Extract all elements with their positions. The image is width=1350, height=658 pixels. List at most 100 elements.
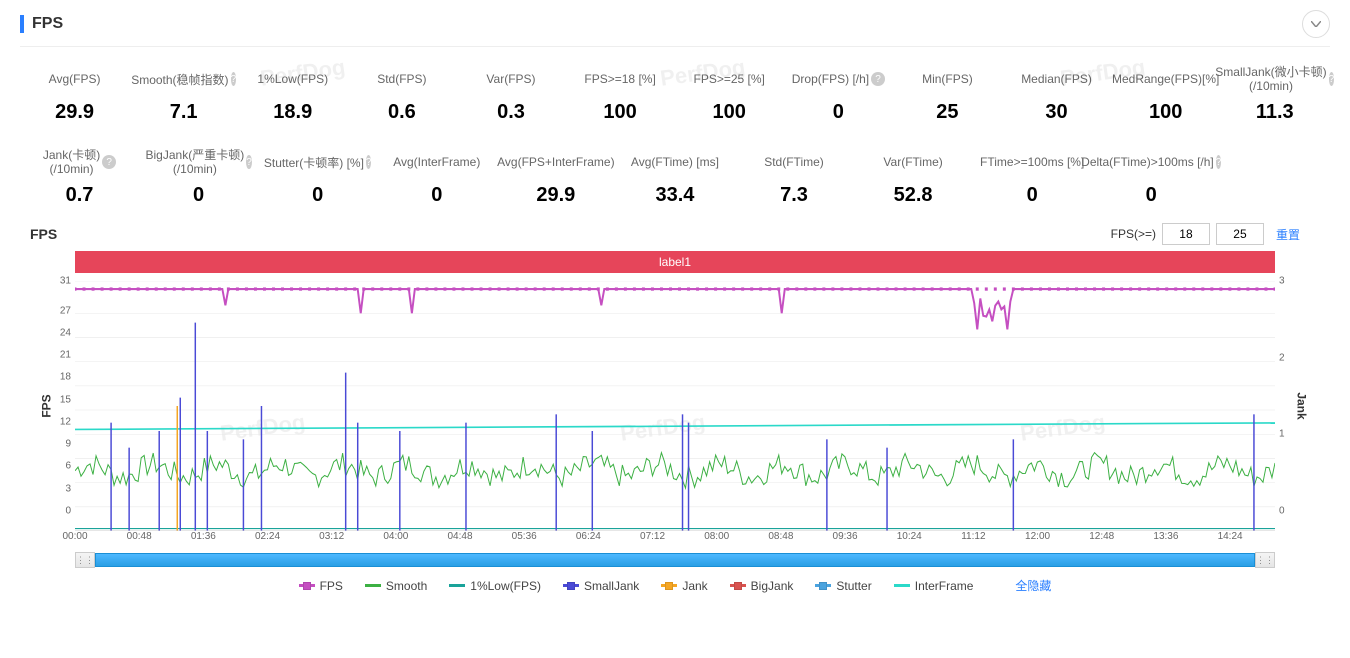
metric-value: 25: [901, 101, 994, 124]
metric-value: 7.3: [742, 184, 845, 207]
metric-value: 100: [574, 101, 667, 124]
metric-label: Std(FPS): [355, 63, 448, 95]
legend-label: FPS: [320, 579, 343, 593]
metric-value: 11.3: [1228, 101, 1321, 124]
metric-value: 0: [792, 101, 885, 124]
metric-value: 100: [1119, 101, 1212, 124]
help-icon[interactable]: ?: [871, 72, 885, 86]
metric-value: 0: [147, 184, 250, 207]
legend-item[interactable]: Stutter: [815, 579, 871, 593]
metric-value: 100: [683, 101, 776, 124]
legend-label: 1%Low(FPS): [470, 579, 541, 593]
y-ticks-left: 036912151821242731: [47, 281, 71, 511]
metric-cell: Avg(FTime) [ms]33.4: [615, 140, 734, 213]
y-tick-right: 2: [1279, 352, 1297, 363]
metric-cell: Std(FPS)0.6: [347, 57, 456, 130]
fps-threshold-input-2[interactable]: [1216, 223, 1264, 245]
metric-value: 30: [1010, 101, 1103, 124]
metric-value: 0.3: [464, 101, 557, 124]
metric-cell: Stutter(卡顿率) [%]? 0: [258, 140, 377, 213]
y-tick-left: 21: [47, 350, 71, 361]
y-tick-right: 0: [1279, 506, 1297, 517]
metric-cell: Smooth(稳帧指数)?7.1: [129, 57, 238, 130]
metric-label: BigJank(严重卡顿)(/10min)?: [147, 146, 250, 178]
scrollbar-grip-right[interactable]: ⋮⋮: [1255, 552, 1275, 568]
metric-cell: Var(FPS) 0.3: [456, 57, 565, 130]
metric-cell: FPS>=25 [%] 100: [675, 57, 784, 130]
metric-cell: Min(FPS)25: [893, 57, 1002, 130]
legend-item[interactable]: SmallJank: [563, 579, 639, 593]
y-tick-left: 15: [47, 394, 71, 405]
y-tick-left: 18: [47, 372, 71, 383]
legend-item[interactable]: BigJank: [730, 579, 794, 593]
metric-label: Median(FPS): [1010, 63, 1103, 95]
metric-cell: Drop(FPS) [/h]?0: [784, 57, 893, 130]
x-tick: 14:24: [1218, 531, 1243, 542]
help-icon[interactable]: ?: [1329, 72, 1335, 86]
legend-label: BigJank: [751, 579, 794, 593]
metric-label: Stutter(卡顿率) [%]?: [266, 146, 369, 178]
scrollbar-track[interactable]: [95, 553, 1255, 567]
y-tick-right: 1: [1279, 429, 1297, 440]
legend-label: Stutter: [836, 579, 871, 593]
legend-item[interactable]: InterFrame: [894, 579, 974, 593]
fps-threshold-controls: FPS(>=) 重置: [1111, 223, 1300, 245]
fps-threshold-input-1[interactable]: [1162, 223, 1210, 245]
metric-value: 29.9: [28, 101, 121, 124]
x-tick: 12:00: [1025, 531, 1050, 542]
help-icon[interactable]: ?: [1216, 155, 1222, 169]
y-tick-left: 9: [47, 439, 71, 450]
metric-value: 0: [1100, 184, 1203, 207]
help-icon[interactable]: ?: [102, 155, 116, 169]
metric-value: 29.9: [504, 184, 607, 207]
x-tick: 07:12: [640, 531, 665, 542]
chart-label-bar[interactable]: label1: [75, 251, 1275, 273]
x-tick: 00:00: [62, 531, 87, 542]
legend-item[interactable]: 1%Low(FPS): [449, 579, 541, 593]
metric-label: SmallJank(微小卡顿)(/10min)?: [1228, 63, 1321, 95]
reset-link[interactable]: 重置: [1276, 226, 1300, 243]
metric-label: FPS>=25 [%]: [683, 63, 776, 95]
legend-item[interactable]: FPS: [299, 579, 343, 593]
metric-value: 7.1: [137, 101, 230, 124]
metric-cell: Avg(FPS+InterFrame)29.9: [496, 140, 615, 213]
metric-cell: Var(FTime)52.8: [854, 140, 973, 213]
x-ticks: 00:0000:4801:3602:2403:1204:0004:4805:36…: [75, 531, 1275, 547]
y-ticks-right: 0123: [1279, 281, 1297, 511]
legend-item[interactable]: Smooth: [365, 579, 427, 593]
time-scrollbar[interactable]: ⋮⋮ ⋮⋮: [75, 551, 1275, 569]
metric-label: Avg(FTime) [ms]: [623, 146, 726, 178]
legend-label: Jank: [682, 579, 707, 593]
y-tick-left: 31: [47, 276, 71, 287]
chart-svg[interactable]: [75, 281, 1275, 531]
section-header: FPS: [20, 10, 1330, 47]
legend-swatch: [449, 584, 465, 587]
x-tick: 05:36: [512, 531, 537, 542]
metric-value: 0: [266, 184, 369, 207]
help-icon[interactable]: ?: [366, 155, 372, 169]
y-tick-left: 24: [47, 327, 71, 338]
help-icon[interactable]: ?: [246, 155, 252, 169]
chart-area: FPS Jank 036912151821242731 0123: [75, 281, 1275, 531]
x-tick: 09:36: [833, 531, 858, 542]
legend-label: SmallJank: [584, 579, 639, 593]
x-tick: 03:12: [319, 531, 344, 542]
chevron-down-icon: [1311, 21, 1321, 27]
metric-cell: FTime>=100ms [%]0: [973, 140, 1092, 213]
x-tick: 12:48: [1089, 531, 1114, 542]
section-title: FPS: [20, 15, 63, 33]
help-icon[interactable]: ?: [231, 72, 237, 86]
x-tick: 04:48: [448, 531, 473, 542]
metric-cell: Std(FTime)7.3: [734, 140, 853, 213]
scrollbar-grip-left[interactable]: ⋮⋮: [75, 552, 95, 568]
hide-all-link[interactable]: 全隐藏: [1015, 577, 1051, 594]
legend-swatch: [730, 584, 746, 587]
page-root: PerfDog PerfDog PerfDog PerfDog PerfDog …: [0, 0, 1350, 658]
metric-cell: Median(FPS) 30: [1002, 57, 1111, 130]
legend-label: Smooth: [386, 579, 427, 593]
legend-item[interactable]: Jank: [661, 579, 707, 593]
metric-cell: MedRange(FPS)[%]100: [1111, 57, 1220, 130]
collapse-button[interactable]: [1302, 10, 1330, 38]
metric-label: Var(FPS): [464, 63, 557, 95]
metric-label: 1%Low(FPS): [246, 63, 339, 95]
